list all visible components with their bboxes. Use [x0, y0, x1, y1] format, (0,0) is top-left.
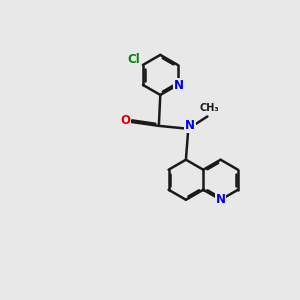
Text: Cl: Cl — [127, 53, 140, 66]
Text: CH₃: CH₃ — [199, 103, 219, 113]
Text: N: N — [216, 193, 226, 206]
Text: O: O — [120, 114, 130, 127]
Text: N: N — [185, 119, 195, 132]
Text: N: N — [173, 79, 184, 92]
